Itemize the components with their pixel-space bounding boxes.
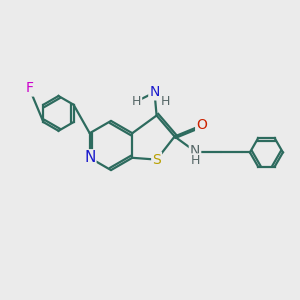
Text: F: F: [26, 82, 33, 95]
Text: H: H: [132, 95, 141, 108]
Text: N: N: [149, 85, 160, 99]
Text: N: N: [190, 144, 200, 158]
Text: N: N: [84, 150, 95, 165]
Text: S: S: [152, 153, 161, 166]
Text: H: H: [161, 95, 170, 108]
Text: H: H: [190, 154, 200, 167]
Text: O: O: [196, 118, 207, 132]
